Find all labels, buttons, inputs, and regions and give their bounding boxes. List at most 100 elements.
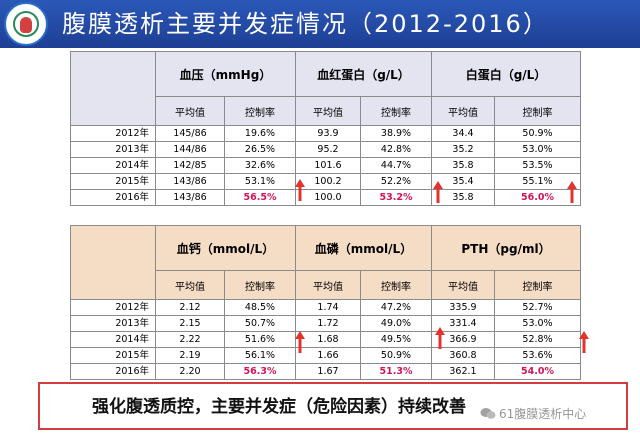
subheader-avg: 平均值 xyxy=(295,270,361,300)
group-header-hemoglobin: 血红蛋白（g/L） xyxy=(295,51,432,97)
title-bar: 腹膜透析主要并发症情况（2012-2016） xyxy=(0,0,640,48)
data-cell: 38.9% xyxy=(360,125,432,142)
data-cell: 35.2 xyxy=(431,141,495,158)
table-row: 2016年 143/86 56.5% 100.0 53.2% 35.8 56.0… xyxy=(70,189,581,206)
up-arrow-icon xyxy=(567,181,577,203)
highlighted-rate-cell: 56.5% xyxy=(224,189,296,206)
table-row: 2015年 2.19 56.1% 1.66 50.9% 360.8 53.6% xyxy=(70,347,581,364)
table-corner-cell xyxy=(70,51,156,126)
highlighted-rate-cell: 56.0% xyxy=(494,189,581,206)
up-arrow-icon xyxy=(433,181,443,203)
year-cell: 2014年 xyxy=(70,331,156,348)
group-header-blood-pressure: 血压（mmHg） xyxy=(155,51,296,97)
watermark-text: 61腹膜透析中心 xyxy=(499,407,587,421)
complication-table-1: 血压（mmHg） 血红蛋白（g/L） 白蛋白（g/L） 平均值 控制率 平均值 … xyxy=(70,51,581,206)
subheader-avg: 平均值 xyxy=(295,96,361,126)
complication-table-2: 血钙（mmol/L） 血磷（mmol/L） PTH（pg/ml） 平均值 控制率… xyxy=(70,225,581,380)
data-cell: 2.19 xyxy=(155,347,225,364)
year-cell: 2016年 xyxy=(70,189,156,206)
group-header-phosphorus: 血磷（mmol/L） xyxy=(295,225,432,271)
table-row: 2014年 142/85 32.6% 101.6 44.7% 35.8 53.5… xyxy=(70,157,581,174)
table-row: 2016年 2.20 56.3% 1.67 51.3% 362.1 54.0% xyxy=(70,363,581,380)
data-cell: 49.5% xyxy=(360,331,432,348)
slide-title: 腹膜透析主要并发症情况（2012-2016） xyxy=(62,10,549,38)
data-cell: 50.7% xyxy=(224,315,296,332)
data-cell: 19.6% xyxy=(224,125,296,142)
data-cell: 53.6% xyxy=(494,347,581,364)
subheader-avg: 平均值 xyxy=(155,270,225,300)
subheader-rate: 控制率 xyxy=(360,270,432,300)
data-cell: 51.6% xyxy=(224,331,296,348)
highlighted-rate-cell: 56.3% xyxy=(224,363,296,380)
data-cell: 1.67 xyxy=(295,363,361,380)
table-row: 2013年 144/86 26.5% 95.2 42.8% 35.2 53.0% xyxy=(70,141,581,158)
table-row: 2012年 145/86 19.6% 93.9 38.9% 34.4 50.9% xyxy=(70,125,581,142)
data-cell: 56.1% xyxy=(224,347,296,364)
up-arrow-icon xyxy=(295,331,305,353)
data-cell: 1.74 xyxy=(295,299,361,316)
data-cell: 49.0% xyxy=(360,315,432,332)
group-header-pth: PTH（pg/ml） xyxy=(431,225,581,271)
data-cell: 142/85 xyxy=(155,157,225,174)
year-cell: 2016年 xyxy=(70,363,156,380)
data-cell: 50.9% xyxy=(360,347,432,364)
data-cell: 52.2% xyxy=(360,173,432,190)
subheader-rate: 控制率 xyxy=(494,96,581,126)
subheader-rate: 控制率 xyxy=(224,270,296,300)
watermark: 61腹膜透析中心 xyxy=(480,404,630,424)
year-cell: 2012年 xyxy=(70,125,156,142)
highlighted-rate-cell: 51.3% xyxy=(360,363,432,380)
data-cell: 52.7% xyxy=(494,299,581,316)
year-cell: 2015年 xyxy=(70,347,156,364)
subheader-avg: 平均值 xyxy=(431,270,495,300)
data-cell: 2.15 xyxy=(155,315,225,332)
data-cell: 35.8 xyxy=(431,157,495,174)
data-cell: 2.12 xyxy=(155,299,225,316)
table-row: 2013年 2.15 50.7% 1.72 49.0% 331.4 53.0% xyxy=(70,315,581,332)
conclusion-box: 强化腹透质控，主要并发症（危险因素）持续改善 xyxy=(38,382,628,430)
data-cell: 53.5% xyxy=(494,157,581,174)
year-cell: 2013年 xyxy=(70,315,156,332)
data-cell: 26.5% xyxy=(224,141,296,158)
up-arrow-icon xyxy=(295,179,305,201)
conclusion-text: 强化腹透质控，主要并发症（危险因素）持续改善 xyxy=(92,397,466,417)
highlighted-rate-cell: 53.2% xyxy=(360,189,432,206)
subheader-avg: 平均值 xyxy=(155,96,225,126)
data-cell: 362.1 xyxy=(431,363,495,380)
table-row: 2015年 143/86 53.1% 100.2 52.2% 35.4 55.1… xyxy=(70,173,581,190)
up-arrow-icon xyxy=(579,331,589,353)
data-cell: 50.9% xyxy=(494,125,581,142)
data-cell: 32.6% xyxy=(224,157,296,174)
table-row: 2014年 2.22 51.6% 1.68 49.5% 366.9 52.8% xyxy=(70,331,581,348)
data-cell: 34.4 xyxy=(431,125,495,142)
wechat-icon xyxy=(480,408,496,419)
data-cell: 53.0% xyxy=(494,141,581,158)
data-cell: 101.6 xyxy=(295,157,361,174)
data-cell: 2.20 xyxy=(155,363,225,380)
data-cell: 335.9 xyxy=(431,299,495,316)
data-cell: 53.0% xyxy=(494,315,581,332)
up-arrow-icon xyxy=(435,327,445,349)
table-corner-cell xyxy=(70,225,156,300)
subheader-rate: 控制率 xyxy=(494,270,581,300)
data-cell: 95.2 xyxy=(295,141,361,158)
subheader-rate: 控制率 xyxy=(360,96,432,126)
data-cell: 44.7% xyxy=(360,157,432,174)
data-cell: 47.2% xyxy=(360,299,432,316)
group-header-calcium: 血钙（mmol/L） xyxy=(155,225,296,271)
subheader-avg: 平均值 xyxy=(431,96,495,126)
year-cell: 2015年 xyxy=(70,173,156,190)
year-cell: 2014年 xyxy=(70,157,156,174)
data-cell: 48.5% xyxy=(224,299,296,316)
data-cell: 143/86 xyxy=(155,189,225,206)
year-cell: 2013年 xyxy=(70,141,156,158)
group-header-albumin: 白蛋白（g/L） xyxy=(431,51,581,97)
data-cell: 143/86 xyxy=(155,173,225,190)
year-cell: 2012年 xyxy=(70,299,156,316)
logo-emblem-icon xyxy=(4,2,48,46)
data-cell: 93.9 xyxy=(295,125,361,142)
data-cell: 52.8% xyxy=(494,331,581,348)
data-cell: 144/86 xyxy=(155,141,225,158)
highlighted-rate-cell: 54.0% xyxy=(494,363,581,380)
table-row: 2012年 2.12 48.5% 1.74 47.2% 335.9 52.7% xyxy=(70,299,581,316)
